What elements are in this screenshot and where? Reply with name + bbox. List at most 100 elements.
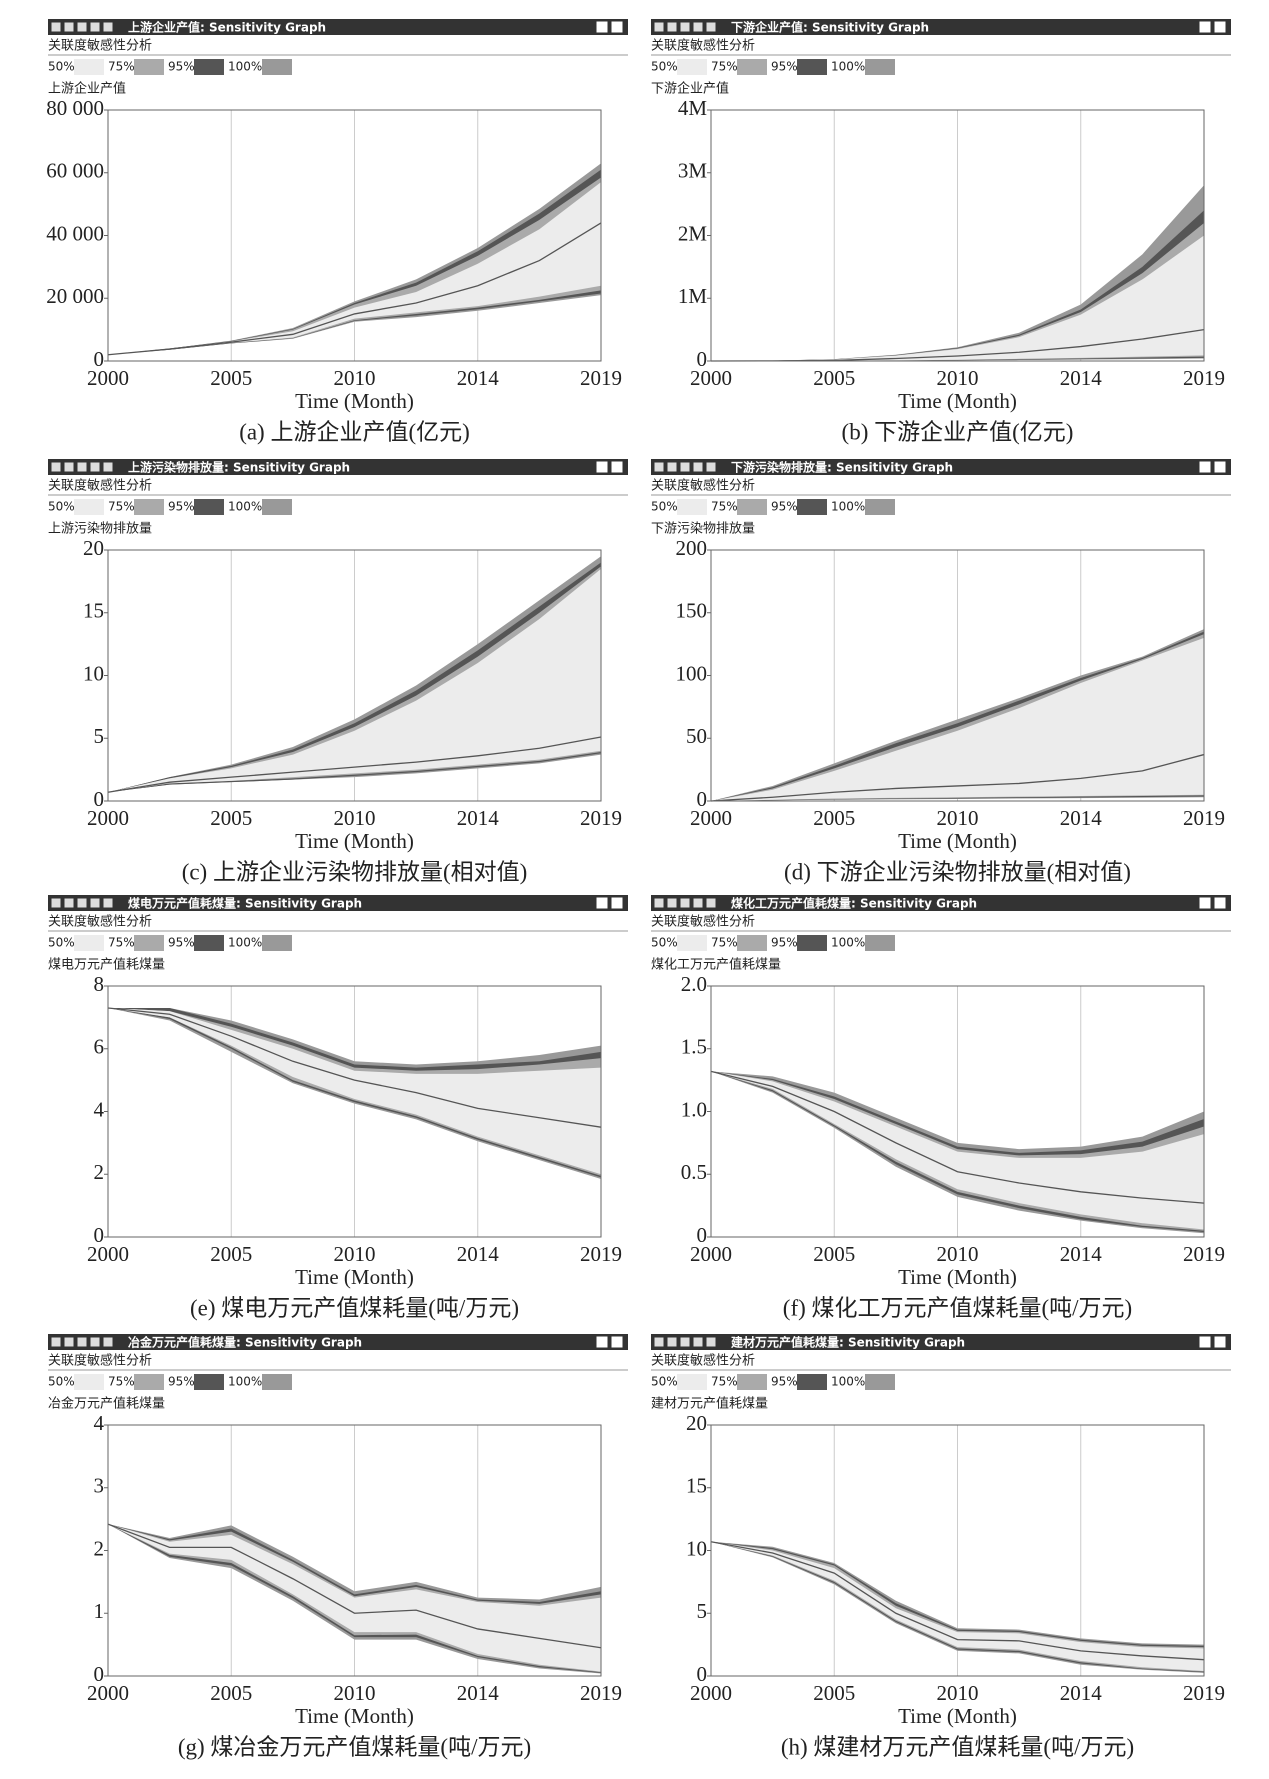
y-tick-label: 100	[676, 661, 708, 685]
band-area	[108, 568, 601, 793]
plot-frame	[107, 109, 602, 362]
x-tick-label: 2000	[87, 1681, 129, 1705]
window-title-bar	[48, 459, 628, 475]
caption: (f) 煤化工万元产值煤耗量(吨/万元)	[783, 1295, 1132, 1320]
legend-swatch	[677, 59, 707, 75]
y-tick-label: 3M	[678, 159, 708, 183]
window-button	[595, 1335, 609, 1349]
y-tick-label: 10	[83, 661, 104, 685]
y-tick-label: 0	[94, 1223, 105, 1247]
window-icon	[50, 1336, 62, 1348]
panel-title: 关联度敏感性分析	[48, 478, 152, 494]
window-icon	[692, 461, 704, 473]
window-icon	[666, 461, 678, 473]
plot-frame	[107, 1424, 602, 1677]
chart-panel: 上游企业产值: Sensitivity Graph 关联度敏感性分析 50% 75% 9…	[46, 19, 628, 444]
plot-frame	[710, 1424, 1205, 1677]
legend-swatch	[262, 935, 292, 951]
window-icon	[76, 1336, 88, 1348]
legend-label: 50%	[651, 1375, 678, 1389]
window-button	[610, 896, 624, 910]
panel-title: 关联度敏感性分析	[48, 38, 152, 54]
y-tick-label: 60 000	[46, 159, 104, 183]
window-icon	[89, 1336, 101, 1348]
chart-panel: 冶金万元产值耗煤量: Sensitivity Graph 关联度敏感性分析 50% 7…	[48, 1334, 628, 1759]
x-tick-label: 2014	[1060, 1681, 1103, 1705]
band-area	[108, 1007, 601, 1175]
window-title-bar	[651, 19, 1231, 35]
window-button	[1213, 896, 1227, 910]
legend-swatch	[677, 499, 707, 515]
band-area	[711, 637, 1204, 801]
legend-swatch	[194, 59, 224, 75]
y-tick-label: 0.5	[681, 1160, 707, 1184]
x-tick-label: 2019	[580, 1242, 622, 1266]
x-tick-label: 2005	[813, 366, 855, 390]
x-tick-label: 2010	[334, 366, 376, 390]
x-tick-label: 2000	[87, 366, 129, 390]
window-icon	[705, 1336, 717, 1348]
band-area	[108, 169, 601, 355]
window-icon	[653, 21, 665, 33]
y-tick-label: 0	[697, 347, 708, 371]
chart-panel: 下游污染物排放量: Sensitivity Graph 关联度敏感性分析 50% 75…	[651, 459, 1231, 884]
window-button	[595, 20, 609, 34]
window-title-bar	[651, 459, 1231, 475]
y-tick-label: 50	[686, 724, 707, 748]
x-tick-label: 2005	[210, 1242, 252, 1266]
x-tick-label: 2005	[813, 806, 855, 830]
legend-swatch	[737, 935, 767, 951]
x-tick-label: 2014	[457, 366, 500, 390]
band-area	[108, 182, 601, 355]
window-icon	[76, 21, 88, 33]
window-icon	[705, 897, 717, 909]
x-axis-label: Time (Month)	[295, 829, 414, 853]
y-tick-label: 5	[94, 724, 105, 748]
x-tick-label: 2010	[937, 1681, 979, 1705]
x-tick-label: 2010	[937, 806, 979, 830]
legend-swatch	[134, 1374, 164, 1390]
y-tick-label: 2M	[678, 221, 708, 245]
mean-line	[107, 1523, 602, 1649]
x-tick-label: 2005	[210, 366, 252, 390]
legend-label: 95%	[168, 936, 195, 950]
panel-title: 关联度敏感性分析	[651, 914, 755, 930]
caption: (g) 煤冶金万元产值煤耗量(吨/万元)	[178, 1734, 531, 1759]
window-icon	[679, 1336, 691, 1348]
legend-swatch	[865, 1374, 895, 1390]
y-tick-label: 0	[94, 347, 105, 371]
y-tick-label: 0	[697, 787, 708, 811]
window-icon	[679, 21, 691, 33]
variable-name: 建材万元产值耗煤量	[651, 1396, 768, 1412]
window-icon	[653, 1336, 665, 1348]
y-tick-label: 200	[676, 536, 708, 560]
legend-label: 75%	[108, 500, 135, 514]
y-tick-label: 10	[686, 1536, 707, 1560]
legend-label: 50%	[651, 60, 678, 74]
window-icon	[76, 461, 88, 473]
y-tick-label: 4	[94, 1097, 105, 1121]
y-tick-label: 20	[83, 536, 104, 560]
x-tick-label: 2000	[690, 366, 732, 390]
legend-swatch	[74, 1374, 104, 1390]
y-tick-label: 2.0	[681, 972, 707, 996]
mean-line	[107, 736, 602, 793]
legend-label: 95%	[771, 1375, 798, 1389]
y-tick-label: 20	[686, 1411, 707, 1435]
legend-label: 75%	[711, 60, 738, 74]
window-button	[1198, 460, 1212, 474]
x-tick-label: 2019	[1183, 806, 1225, 830]
window-icon	[102, 1336, 114, 1348]
legend-swatch	[797, 499, 827, 515]
x-tick-label: 2000	[690, 1681, 732, 1705]
window-title: 下游企业产值: Sensitivity Graph	[731, 20, 929, 35]
window-icon	[102, 461, 114, 473]
legend-label: 95%	[168, 500, 195, 514]
variable-name: 上游企业产值	[48, 81, 126, 97]
panel-title: 关联度敏感性分析	[48, 914, 152, 930]
window-icon	[679, 897, 691, 909]
x-tick-label: 2000	[690, 1242, 732, 1266]
x-tick-label: 2010	[334, 1681, 376, 1705]
plot-frame	[710, 109, 1205, 362]
legend-label: 50%	[48, 500, 75, 514]
